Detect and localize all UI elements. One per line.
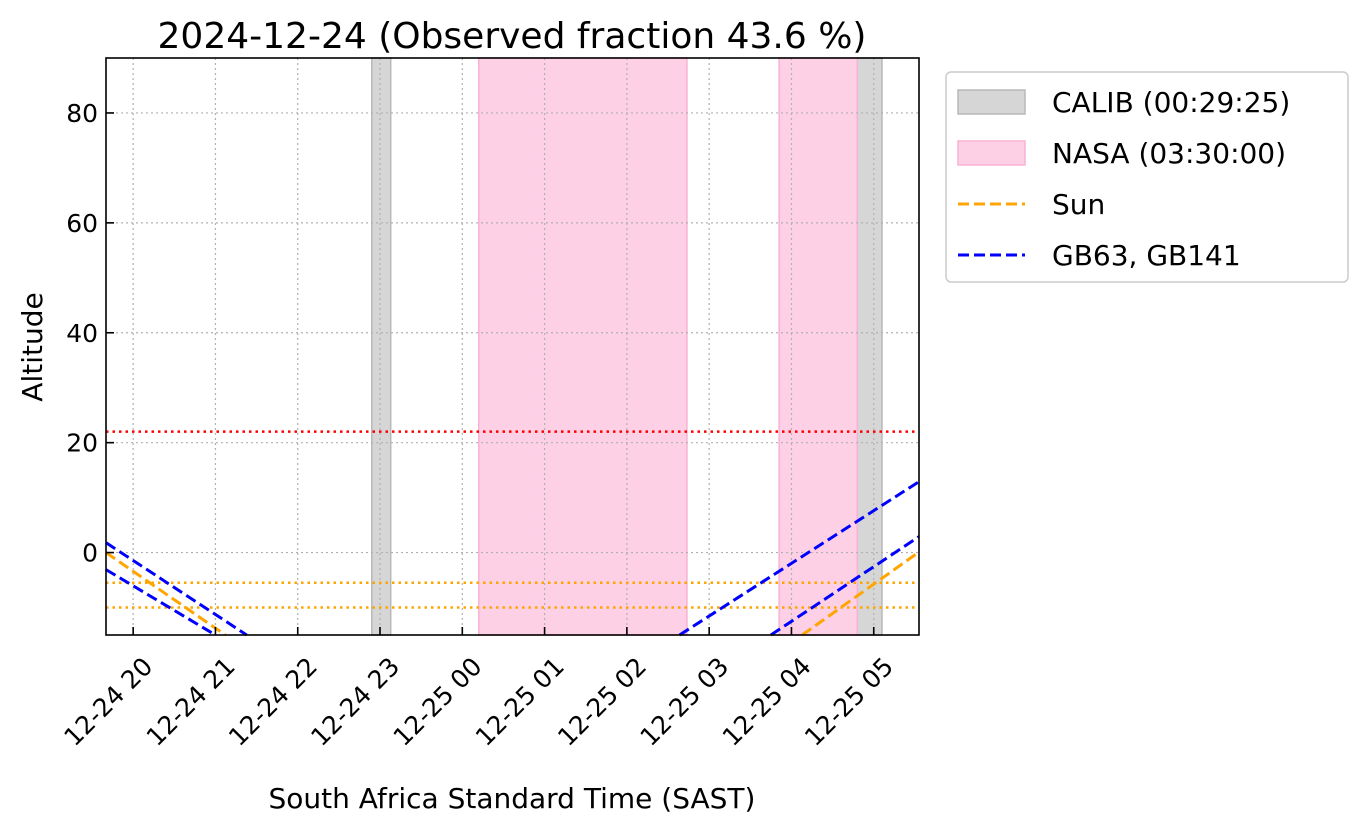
x-tick-label: 12-24 20 (58, 652, 158, 752)
plot-frame (105, 57, 920, 636)
chart-title: 2024-12-24 (Observed fraction 43.6 %) (158, 16, 867, 57)
y-tick-label: 0 (82, 539, 98, 568)
legend-label: CALIB (00:29:25) (1052, 86, 1290, 119)
series-line-sun (105, 551, 227, 637)
x-tick-label: 12-25 01 (470, 652, 570, 752)
series-line-gb141 (105, 568, 217, 637)
y-tick-label: 80 (66, 99, 98, 128)
calib-span (856, 57, 883, 636)
legend: CALIB (00:29:25) NASA (03:30:00) Sun GB63, … (945, 71, 1349, 283)
x-axis-label: South Africa Standard Time (SAST) (269, 782, 756, 815)
x-tick-label: 12-25 05 (799, 652, 899, 752)
x-tick-label: 12-25 00 (388, 652, 488, 752)
y-tick-label: 40 (66, 319, 98, 348)
calib-span (371, 57, 392, 636)
y-axis-label: Altitude (16, 292, 49, 401)
x-tick-label: 12-24 21 (141, 652, 241, 752)
legend-swatch (957, 140, 1026, 166)
nasa-span (778, 57, 859, 636)
nasa-span (478, 57, 688, 636)
legend-label: GB63, GB141 (1052, 239, 1241, 272)
y-tick-label: 20 (66, 429, 98, 458)
x-tick-label: 12-24 23 (305, 652, 405, 752)
x-tick-label: 12-25 03 (634, 652, 734, 752)
series-line-sun (801, 550, 920, 637)
series-line-gb63-gb141 (105, 541, 248, 637)
x-tick-label: 12-25 04 (717, 652, 817, 752)
x-tick-label: 12-24 22 (223, 652, 323, 752)
legend-swatch (957, 89, 1026, 115)
legend-label: NASA (03:30:00) (1052, 137, 1286, 170)
legend-label: Sun (1052, 188, 1105, 221)
x-tick-label: 12-25 02 (552, 652, 652, 752)
series-line-gb141 (770, 535, 920, 637)
y-tick-label: 60 (66, 209, 98, 238)
